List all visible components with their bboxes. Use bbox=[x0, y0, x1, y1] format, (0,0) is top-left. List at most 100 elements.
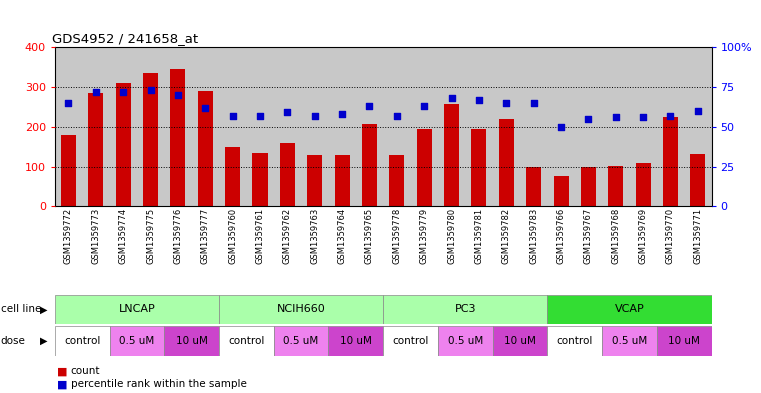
Bar bbox=[164, 47, 192, 206]
Point bbox=[309, 112, 321, 119]
Bar bbox=[465, 47, 492, 206]
Text: NCIH660: NCIH660 bbox=[277, 305, 326, 314]
Bar bbox=[410, 47, 438, 206]
Text: VCAP: VCAP bbox=[615, 305, 645, 314]
Bar bbox=[390, 154, 404, 206]
Bar bbox=[547, 47, 575, 206]
Bar bbox=[253, 152, 268, 206]
Point bbox=[90, 88, 102, 95]
Point bbox=[637, 114, 649, 120]
Text: 0.5 uM: 0.5 uM bbox=[119, 336, 154, 346]
Point bbox=[62, 100, 75, 106]
Point bbox=[282, 109, 294, 116]
Bar bbox=[492, 326, 547, 356]
Bar bbox=[329, 326, 384, 356]
Bar bbox=[629, 47, 657, 206]
Point bbox=[117, 88, 129, 95]
Point bbox=[145, 87, 157, 93]
Text: control: control bbox=[228, 336, 265, 346]
Bar bbox=[575, 47, 602, 206]
Point bbox=[582, 116, 594, 122]
Text: 10 uM: 10 uM bbox=[668, 336, 700, 346]
Text: control: control bbox=[64, 336, 100, 346]
Bar bbox=[471, 129, 486, 206]
Point bbox=[500, 100, 512, 106]
Bar bbox=[55, 47, 82, 206]
Bar bbox=[438, 47, 465, 206]
Text: PC3: PC3 bbox=[454, 305, 476, 314]
Bar bbox=[219, 47, 247, 206]
Bar bbox=[417, 129, 431, 206]
Text: cell line: cell line bbox=[1, 305, 41, 314]
Point bbox=[254, 112, 266, 119]
Bar bbox=[219, 326, 274, 356]
Text: 0.5 uM: 0.5 uM bbox=[612, 336, 647, 346]
Bar bbox=[690, 154, 705, 206]
Bar bbox=[219, 295, 384, 324]
Bar bbox=[110, 47, 137, 206]
Bar bbox=[307, 155, 322, 206]
Text: dose: dose bbox=[1, 336, 26, 346]
Bar bbox=[684, 47, 712, 206]
Bar bbox=[170, 69, 186, 206]
Bar bbox=[329, 47, 356, 206]
Text: 0.5 uM: 0.5 uM bbox=[447, 336, 483, 346]
Bar bbox=[274, 47, 301, 206]
Text: GDS4952 / 241658_at: GDS4952 / 241658_at bbox=[52, 31, 198, 44]
Bar bbox=[198, 91, 213, 206]
Bar bbox=[444, 104, 459, 206]
Bar bbox=[663, 117, 678, 206]
Bar bbox=[520, 47, 547, 206]
Bar bbox=[602, 47, 629, 206]
Text: control: control bbox=[393, 336, 428, 346]
Bar bbox=[61, 136, 76, 206]
Bar bbox=[88, 93, 103, 206]
Text: LNCAP: LNCAP bbox=[119, 305, 155, 314]
Text: 0.5 uM: 0.5 uM bbox=[283, 336, 319, 346]
Text: ■: ■ bbox=[57, 366, 68, 376]
Text: ■: ■ bbox=[57, 379, 68, 389]
Bar bbox=[384, 47, 410, 206]
Point bbox=[610, 114, 622, 120]
Text: ▶: ▶ bbox=[40, 305, 48, 314]
Bar bbox=[438, 326, 492, 356]
Text: ▶: ▶ bbox=[40, 336, 48, 346]
Bar bbox=[225, 147, 240, 206]
Bar bbox=[137, 47, 164, 206]
Bar bbox=[498, 119, 514, 206]
Bar bbox=[581, 167, 596, 206]
Text: count: count bbox=[71, 366, 100, 376]
Text: 10 uM: 10 uM bbox=[340, 336, 371, 346]
Text: percentile rank within the sample: percentile rank within the sample bbox=[71, 379, 247, 389]
Point bbox=[555, 123, 567, 130]
Point bbox=[445, 95, 457, 101]
Point bbox=[418, 103, 430, 109]
Bar bbox=[301, 47, 329, 206]
Text: control: control bbox=[556, 336, 593, 346]
Bar bbox=[526, 167, 541, 206]
Bar bbox=[657, 47, 684, 206]
Point bbox=[336, 111, 349, 117]
Bar bbox=[547, 295, 712, 324]
Bar bbox=[635, 163, 651, 206]
Bar bbox=[280, 143, 295, 206]
Bar bbox=[192, 47, 219, 206]
Point bbox=[227, 112, 239, 119]
Bar bbox=[143, 73, 158, 206]
Point bbox=[390, 112, 403, 119]
Bar bbox=[274, 326, 329, 356]
Point bbox=[664, 112, 677, 119]
Point bbox=[527, 100, 540, 106]
Bar bbox=[553, 176, 568, 206]
Bar bbox=[55, 326, 110, 356]
Bar bbox=[356, 47, 384, 206]
Point bbox=[364, 103, 376, 109]
Bar bbox=[110, 326, 164, 356]
Point bbox=[473, 97, 485, 103]
Bar bbox=[247, 47, 274, 206]
Bar bbox=[547, 326, 602, 356]
Point bbox=[692, 108, 704, 114]
Text: 10 uM: 10 uM bbox=[504, 336, 536, 346]
Point bbox=[172, 92, 184, 98]
Bar bbox=[492, 47, 520, 206]
